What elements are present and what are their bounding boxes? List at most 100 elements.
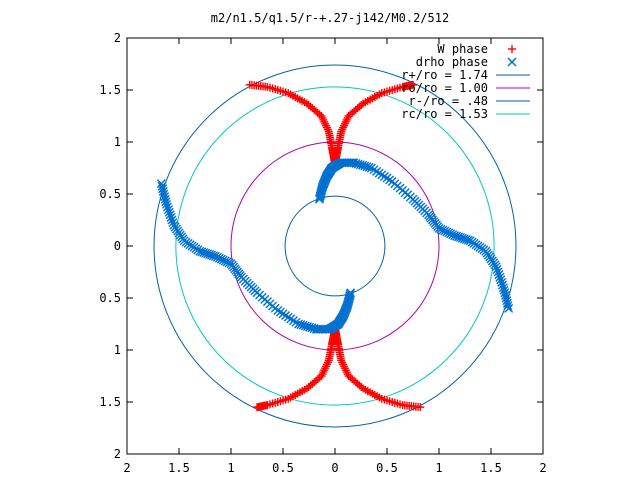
- w-phase-point: [409, 80, 417, 89]
- w-phase-point: [341, 366, 350, 375]
- drho-phase-point: [158, 186, 168, 196]
- drho-phase-point: [161, 197, 171, 207]
- y-tick-label: 1.5: [99, 83, 121, 97]
- w-phase-point: [342, 115, 351, 124]
- drho-phase-point: [503, 301, 513, 311]
- drho-phase-point: [492, 264, 502, 274]
- w-phase-point: [304, 382, 313, 391]
- reference-circle: [284, 195, 386, 297]
- drho-phase-point: [497, 277, 507, 287]
- w-phase-point: [322, 123, 331, 132]
- w-phase-point: [323, 125, 332, 134]
- reference-circle: [153, 64, 517, 428]
- w-phase-point: [342, 368, 351, 377]
- x-tick-label: 2: [539, 461, 546, 475]
- drho-phase-point: [158, 184, 168, 194]
- drho-phase-point: [160, 192, 170, 202]
- w-phase-point: [319, 368, 328, 377]
- w-phase-point: [339, 360, 348, 369]
- w-phase-point: [319, 115, 328, 124]
- legend-marker: [508, 45, 516, 53]
- w-phase-point: [324, 356, 333, 365]
- y-tick-label: 1.5: [99, 395, 121, 409]
- drho-phase-point: [156, 179, 166, 189]
- w-phase-point: [317, 112, 326, 120]
- drho-phase-point: [159, 189, 169, 199]
- y-tick-label: 1: [114, 343, 121, 357]
- y-tick-label: 2: [114, 447, 121, 461]
- w-phase-point: [338, 125, 347, 134]
- reference-circle: [175, 86, 495, 406]
- w-phase-point: [322, 362, 331, 371]
- drho-phase-point: [167, 215, 177, 225]
- data-points: [156, 80, 514, 412]
- chart-title: m2/n1.5/q1.5/r-+.27-j142/M0.2/512: [211, 11, 449, 25]
- drho-phase-point: [494, 270, 504, 280]
- legend-label: drho phase: [416, 55, 488, 69]
- drho-phase-point: [364, 162, 374, 172]
- reference-circles: [153, 64, 517, 428]
- x-tick-label: 2: [123, 461, 130, 475]
- drho-phase-point: [502, 296, 512, 306]
- legend-label: r+/ro = 1.74: [401, 68, 488, 82]
- w-phase-point: [321, 364, 330, 373]
- drho-phase-point: [493, 267, 503, 277]
- drho-phase-point: [495, 272, 505, 282]
- drho-phase-point: [160, 194, 170, 204]
- legend-marker: [507, 57, 517, 67]
- x-tick-label: 1: [435, 461, 442, 475]
- legend-label: W phase: [437, 42, 488, 56]
- drho-phase-point: [162, 199, 172, 209]
- drho-phase-point: [491, 262, 501, 272]
- drho-phase-point: [169, 220, 179, 230]
- drho-phase-point: [502, 298, 512, 308]
- drho-phase-point: [296, 320, 306, 330]
- w-phase-point: [340, 364, 349, 373]
- drho-phase-point: [163, 205, 173, 215]
- drho-phase-point: [500, 288, 510, 298]
- drho-phase-point: [157, 181, 167, 191]
- y-tick-label: 0: [114, 239, 121, 253]
- y-tick-label: 2: [114, 31, 121, 45]
- w-phase-point: [320, 117, 329, 126]
- legend-label: ro/ro = 1.00: [401, 81, 488, 95]
- x-tick-label: 0.5: [272, 461, 294, 475]
- w-phase-point: [320, 366, 329, 375]
- x-tick-label: 0: [331, 461, 338, 475]
- drho-phase-point: [165, 210, 175, 220]
- reference-circle: [230, 141, 440, 351]
- drho-phase-point: [166, 212, 176, 222]
- x-tick-label: 1.5: [168, 461, 190, 475]
- w-phase-point: [318, 113, 327, 122]
- x-tick-label: 1.5: [480, 461, 502, 475]
- drho-phase-point: [499, 285, 509, 295]
- drho-phase-point: [164, 207, 174, 217]
- drho-phase-point: [496, 275, 506, 285]
- x-tick-label: 1: [227, 461, 234, 475]
- w-phase-point: [339, 123, 348, 132]
- legend-label: rc/ro = 1.53: [401, 107, 488, 121]
- w-phase-point: [357, 101, 366, 110]
- x-tick-label: 0.5: [376, 461, 398, 475]
- y-tick-label: 1: [114, 135, 121, 149]
- drho-phase-point: [500, 290, 510, 300]
- drho-phase-point: [498, 280, 508, 290]
- w-phase-point: [321, 119, 330, 128]
- y-tick-label: 0.5: [99, 187, 121, 201]
- w-phase-point: [322, 360, 331, 369]
- drho-phase-point: [162, 202, 172, 212]
- w-phase-point: [339, 121, 348, 130]
- w-phase-point: [337, 127, 346, 136]
- drho-phase-point: [168, 218, 178, 228]
- y-tick-label: 0.5: [99, 291, 121, 305]
- legend-label: r-/ro = .48: [409, 94, 488, 108]
- drho-phase-point: [501, 293, 511, 303]
- drho-phase-point: [504, 303, 514, 313]
- w-phase-point: [341, 117, 350, 126]
- w-phase-point: [323, 358, 332, 367]
- w-phase-point: [339, 362, 348, 371]
- w-phase-point: [338, 358, 347, 367]
- w-phase-point: [340, 119, 349, 128]
